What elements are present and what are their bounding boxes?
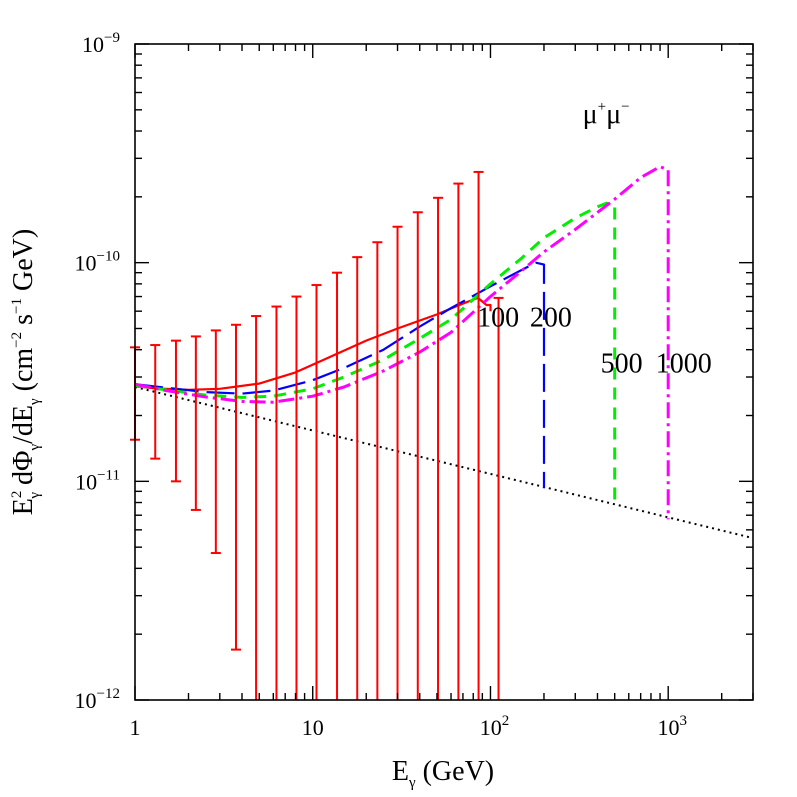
- x-tick-label: 102: [480, 713, 509, 740]
- background-curve: [134, 386, 754, 540]
- axis-ticks: [134, 43, 754, 701]
- y-tick-label: 10−9: [82, 30, 120, 57]
- series-curve-4: [134, 165, 670, 520]
- mass-label: 100: [477, 303, 519, 334]
- x-axis-label: Eγ (GeV): [392, 756, 494, 791]
- y-tick-label: 10−10: [75, 249, 120, 276]
- x-tick-label: 1: [130, 715, 141, 740]
- y-tick-label: 10−12: [75, 686, 120, 713]
- mass-label: 200: [530, 303, 572, 334]
- y-axis-label: E2 γ dΦγ/dEγ (cm−2 s−1 GeV): [8, 229, 43, 515]
- y-tick-label: 10−11: [75, 467, 120, 494]
- mass-label: 500: [601, 348, 643, 379]
- mass-label: 1000: [656, 348, 712, 379]
- error-bars: [130, 170, 504, 700]
- channel-label: μ+μ−: [583, 99, 630, 130]
- mass-annotations: 100 200 500 1000: [477, 303, 712, 380]
- plot-frame: [134, 43, 754, 701]
- series-curve-2: [134, 261, 546, 489]
- series-curve-3: [134, 201, 617, 504]
- x-tick-label: 103: [657, 713, 687, 740]
- x-tick-label: 10: [302, 715, 324, 740]
- series-curve-1: [134, 296, 492, 391]
- tick-labels: 1 10 102 103 10−12 10−11 10−10 10−9: [75, 30, 687, 740]
